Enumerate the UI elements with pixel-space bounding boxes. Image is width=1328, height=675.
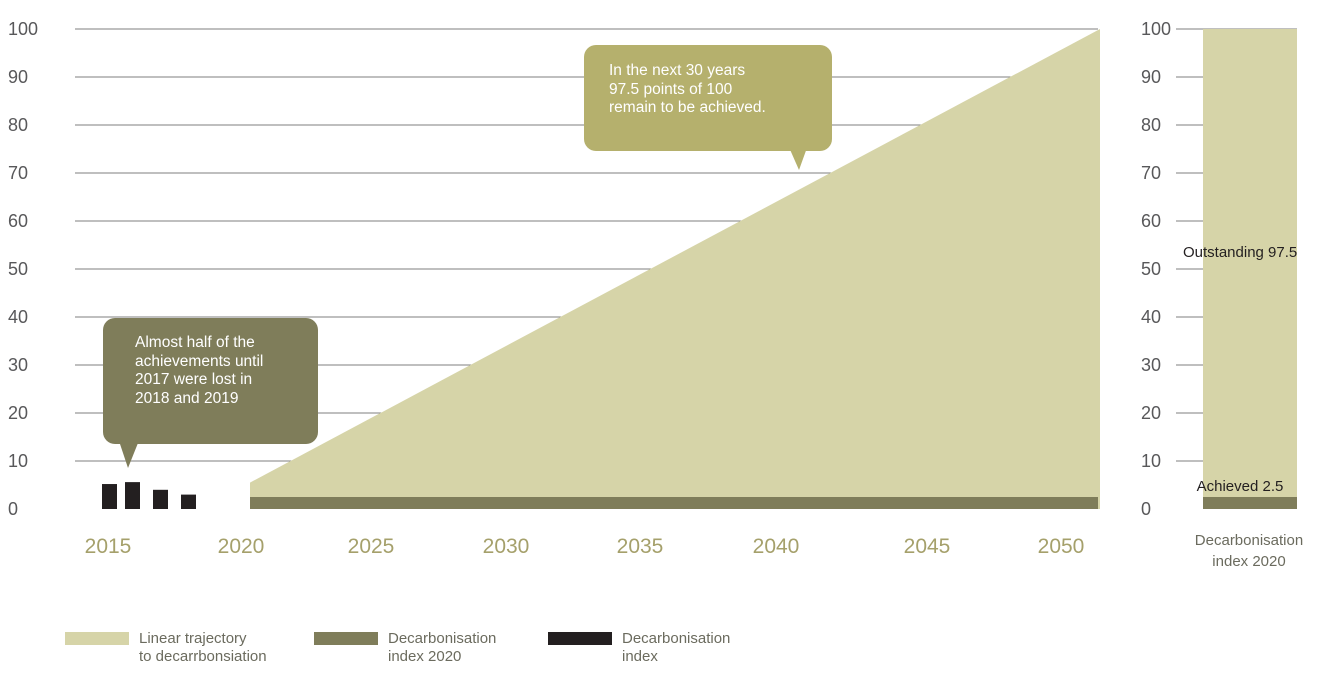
- legend-item-trajectory: Linear trajectory to decarrbonsiation: [65, 630, 294, 666]
- legend-item-index: Decarbonisation index: [548, 630, 762, 666]
- y-tick-label-side-0: 0: [1141, 499, 1151, 519]
- index-bar-2017: [153, 489, 168, 509]
- index-bar-2016: [125, 482, 140, 509]
- y-tick-label-main-60: 60: [8, 211, 28, 231]
- trajectory-area: [250, 29, 1100, 509]
- chart-legend: Linear trajectory to decarrbonsiation De…: [65, 630, 762, 666]
- legend-swatch-trajectory: [65, 632, 129, 645]
- legend-label-index: Decarbonisation index: [622, 630, 731, 665]
- y-tick-label-side-70: 70: [1141, 163, 1161, 183]
- x-tick-label-2035: 2035: [617, 535, 664, 558]
- side-bar-outstanding: [1203, 29, 1297, 497]
- y-tick-label-side-80: 80: [1141, 115, 1161, 135]
- y-tick-label-main-100: 100: [8, 19, 38, 39]
- callout-bottom-text: Almost half of the achievements until 20…: [135, 334, 264, 407]
- y-tick-label-side-10: 10: [1141, 451, 1161, 471]
- side-label-outstanding: Outstanding 97.5: [1183, 244, 1297, 261]
- y-tick-label-side-100: 100: [1141, 19, 1171, 39]
- y-tick-label-main-80: 80: [8, 115, 28, 135]
- x-tick-label-2045: 2045: [904, 535, 951, 558]
- callout-top-pointer: [788, 145, 808, 170]
- y-tick-label-side-90: 90: [1141, 67, 1161, 87]
- x-tick-label-2020: 2020: [218, 535, 265, 558]
- x-tick-label-2040: 2040: [753, 535, 800, 558]
- y-tick-label-main-40: 40: [8, 307, 28, 327]
- x-tick-label-2025: 2025: [348, 535, 395, 558]
- legend-label-trajectory: Linear trajectory to decarrbonsiation: [139, 630, 267, 665]
- x-tick-label-2050: 2050: [1038, 535, 1085, 558]
- legend-swatch-index: [548, 632, 612, 645]
- callout-top-text: In the next 30 years 97.5 points of 100 …: [609, 62, 766, 116]
- side-label-achieved: Achieved 2.5: [1197, 478, 1284, 495]
- index-bar-2015: [102, 484, 117, 509]
- side-category-label-line-0: Decarbonisation: [1195, 532, 1303, 549]
- legend-swatch-index-2020: [314, 632, 378, 645]
- x-tick-label-2030: 2030: [483, 535, 530, 558]
- y-tick-label-side-20: 20: [1141, 403, 1161, 423]
- legend-label-index-2020: Decarbonisation index 2020: [388, 630, 497, 665]
- y-tick-label-main-70: 70: [8, 163, 28, 183]
- y-tick-label-main-0: 0: [8, 499, 18, 519]
- callout-top: In the next 30 years 97.5 points of 100 …: [584, 45, 832, 151]
- y-tick-label-main-50: 50: [8, 259, 28, 279]
- y-tick-label-side-60: 60: [1141, 211, 1161, 231]
- callout-bottom-pointer: [118, 438, 140, 468]
- y-tick-label-side-40: 40: [1141, 307, 1161, 327]
- side-category-label-line-1: index 2020: [1212, 553, 1285, 570]
- legend-item-index-2020: Decarbonisation index 2020: [314, 630, 528, 666]
- x-tick-label-2015: 2015: [85, 535, 132, 558]
- y-tick-label-side-30: 30: [1141, 355, 1161, 375]
- index-bar-2018: [181, 494, 196, 509]
- index-2020-band: [250, 497, 1098, 509]
- y-tick-label-main-20: 20: [8, 403, 28, 423]
- side-bar-achieved: [1203, 497, 1297, 509]
- y-tick-label-main-90: 90: [8, 67, 28, 87]
- y-tick-label-side-50: 50: [1141, 259, 1161, 279]
- y-tick-label-main-10: 10: [8, 451, 28, 471]
- y-tick-label-main-30: 30: [8, 355, 28, 375]
- callout-bottom: Almost half of the achievements until 20…: [103, 318, 318, 444]
